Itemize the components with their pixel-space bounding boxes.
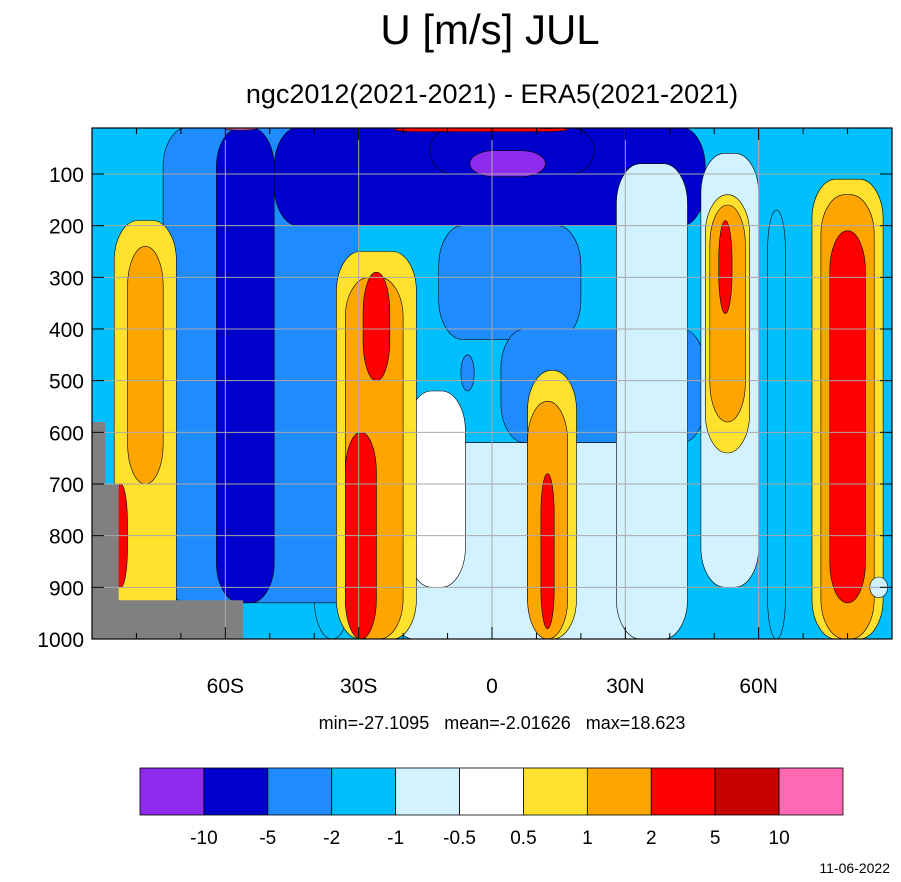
contour-region-23 [540, 473, 555, 630]
date-stamp: 11-06-2022 [819, 860, 890, 876]
y-tick-label-1000: 1000 [37, 629, 84, 652]
colorbar-label-4: -0.5 [443, 828, 476, 849]
x-tick-label-60N: 60N [739, 675, 778, 698]
colorbar-label-5: 0.5 [510, 828, 536, 849]
colorbar-box-9 [714, 767, 780, 816]
colorbar [139, 767, 844, 816]
stats-line: min=-27.1095 mean=-2.01626 max=18.623 [319, 713, 686, 733]
x-axis-tick-labels: 60S 30S 0 30N 60N [207, 675, 778, 698]
contour-region-15 [127, 246, 164, 485]
colorbar-label-3: -1 [387, 828, 404, 849]
y-tick-label-900: 900 [49, 577, 84, 600]
contour-region-7 [438, 225, 582, 340]
y-tick-label-800: 800 [49, 526, 84, 549]
y-tick-label-500: 500 [49, 371, 84, 394]
missing-data-region [92, 422, 244, 639]
plot-area [92, 128, 892, 639]
x-tick-label-60S: 60S [207, 675, 244, 698]
y-tick-label-400: 400 [49, 319, 84, 342]
colorbar-box-10 [778, 767, 844, 816]
colorbar-label-7: 2 [646, 828, 657, 849]
colorbar-box-3 [331, 767, 397, 816]
colorbar-box-2 [267, 767, 333, 816]
contour-region-19 [362, 271, 391, 382]
contour-region-28 [767, 209, 786, 639]
colorbar-labels: -10 -5 -2 -1 -0.5 0.5 1 2 5 10 [190, 828, 789, 849]
colorbar-box-8 [650, 767, 716, 816]
missing-data-mask [92, 422, 244, 639]
colorbar-box-5 [459, 767, 524, 816]
x-tick-label-0: 0 [486, 675, 498, 698]
x-tick-label-30N: 30N [606, 675, 645, 698]
y-tick-label-100: 100 [49, 164, 84, 187]
y-tick-label-200: 200 [49, 216, 84, 239]
y-axis-tick-labels: 100 200 300 400 500 600 700 800 900 1000 [37, 164, 84, 652]
chart-subtitle: ngc2012(2021-2021) - ERA5(2021-2021) [246, 79, 738, 109]
chart-title: U [m/s] JUL [380, 6, 599, 53]
colorbar-label-8: 5 [710, 828, 721, 849]
colorbar-box-0 [139, 767, 205, 816]
colorbar-box-7 [586, 767, 652, 816]
y-tick-label-300: 300 [49, 267, 84, 290]
x-tick-label-30S: 30S [340, 675, 377, 698]
colorbar-label-6: 1 [582, 828, 593, 849]
y-tick-label-700: 700 [49, 474, 84, 497]
colorbar-box-4 [395, 767, 460, 816]
contour-region-31 [829, 230, 866, 604]
contour-region-6 [469, 150, 546, 177]
colorbar-label-9: 10 [769, 828, 790, 849]
y-tick-label-600: 600 [49, 422, 84, 445]
colorbar-label-1: -5 [259, 828, 276, 849]
colorbar-box-6 [523, 767, 588, 816]
grid-lines [92, 128, 892, 639]
contour-region-13 [616, 163, 688, 639]
colorbar-label-2: -2 [323, 828, 340, 849]
axis-ticks [92, 128, 892, 640]
contour-region-11 [460, 354, 475, 392]
colorbar-box-1 [203, 767, 269, 816]
colorbar-label-0: -10 [190, 828, 217, 849]
contour-region-32 [393, 128, 568, 132]
contour-region-27 [718, 220, 733, 314]
